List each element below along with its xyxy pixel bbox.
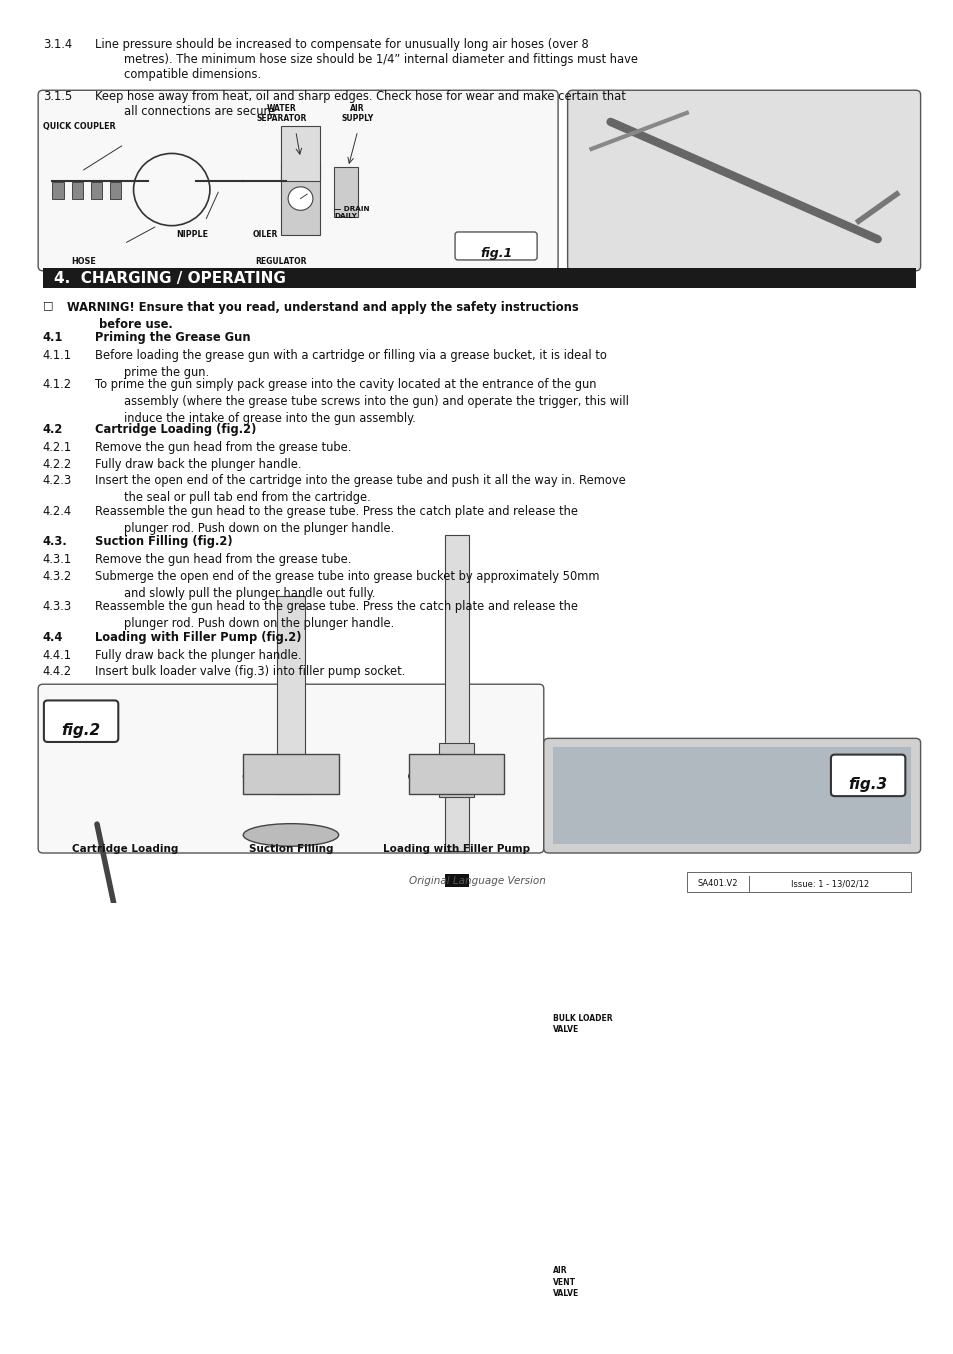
FancyBboxPatch shape: [543, 738, 920, 853]
Bar: [71, 183, 83, 199]
Text: Fully draw back the plunger handle.: Fully draw back the plunger handle.: [95, 458, 301, 471]
Text: Issue: 1 - 13/02/12: Issue: 1 - 13/02/12: [790, 879, 868, 888]
Text: Fully draw back the plunger handle.: Fully draw back the plunger handle.: [95, 649, 301, 662]
Circle shape: [112, 982, 159, 1028]
Bar: [52, 183, 64, 199]
Bar: [91, 183, 102, 199]
Bar: [408, 754, 503, 795]
Text: 4.2.4: 4.2.4: [43, 505, 72, 517]
Text: 4.1.2: 4.1.2: [43, 378, 72, 391]
Text: Line pressure should be increased to compensate for unusually long air hoses (ov: Line pressure should be increased to com…: [95, 38, 638, 81]
Text: 4.3.2: 4.3.2: [43, 570, 72, 582]
Text: QUICK COUPLER: QUICK COUPLER: [43, 122, 115, 131]
Text: — DRAIN
DAILY: — DRAIN DAILY: [334, 206, 369, 219]
Text: 4.3.1: 4.3.1: [43, 554, 72, 566]
Bar: [553, 747, 910, 844]
Text: Suction Filling (fig.2): Suction Filling (fig.2): [95, 535, 233, 548]
Text: Original Language Version: Original Language Version: [408, 876, 545, 886]
Text: □: □: [43, 301, 53, 310]
Text: 4.4.1: 4.4.1: [43, 649, 71, 662]
Bar: [334, 167, 357, 217]
FancyBboxPatch shape: [38, 684, 543, 853]
Bar: [444, 535, 468, 852]
Bar: [276, 1232, 305, 1248]
Text: BULK LOADER
VALVE: BULK LOADER VALVE: [553, 1014, 612, 1033]
Text: HOSE: HOSE: [71, 257, 96, 267]
Bar: [444, 873, 468, 887]
Text: Reassemble the gun head to the grease tube. Press the catch plate and release th: Reassemble the gun head to the grease tu…: [95, 505, 578, 535]
Text: 4.3.: 4.3.: [43, 535, 68, 548]
Text: 3.1.5: 3.1.5: [43, 91, 72, 103]
Text: OILER: OILER: [253, 230, 278, 240]
Bar: [243, 754, 338, 795]
Text: 4.4.2: 4.4.2: [43, 665, 72, 678]
Text: Before loading the grease gun with a cartridge or filling via a grease bucket, i: Before loading the grease gun with a car…: [95, 349, 607, 379]
Text: Insert bulk loader valve (fig.3) into filler pump socket.: Insert bulk loader valve (fig.3) into fi…: [95, 665, 405, 678]
Text: 4.3.3: 4.3.3: [43, 600, 72, 613]
Bar: [110, 183, 121, 199]
Text: NIPPLE: NIPPLE: [176, 230, 209, 240]
Text: AIR
SUPPLY: AIR SUPPLY: [341, 104, 374, 123]
Bar: [444, 946, 468, 960]
FancyBboxPatch shape: [38, 91, 558, 271]
Bar: [686, 872, 910, 892]
Bar: [43, 268, 915, 288]
Bar: [281, 162, 319, 234]
Circle shape: [288, 187, 313, 210]
Text: 4.2.3: 4.2.3: [43, 474, 72, 487]
Text: 4.1.1: 4.1.1: [43, 349, 71, 363]
Text: Keep hose away from heat, oil and sharp edges. Check hose for wear and make cert: Keep hose away from heat, oil and sharp …: [95, 91, 625, 118]
Text: 4.2: 4.2: [43, 424, 63, 436]
Bar: [281, 126, 319, 180]
Text: Submerge the open end of the grease tube into grease bucket by approximately 50m: Submerge the open end of the grease tube…: [95, 570, 599, 600]
Text: SA401.V2: SA401.V2: [697, 879, 737, 888]
Bar: [444, 1018, 468, 1032]
FancyBboxPatch shape: [455, 232, 537, 260]
Bar: [276, 596, 305, 795]
Text: Cartridge Loading (fig.2): Cartridge Loading (fig.2): [95, 424, 256, 436]
Text: Cartridge Loading: Cartridge Loading: [72, 844, 178, 854]
FancyBboxPatch shape: [830, 754, 904, 796]
Text: 4.1: 4.1: [43, 332, 63, 344]
Text: 4.4: 4.4: [43, 631, 63, 645]
Text: Priming the Grease Gun: Priming the Grease Gun: [95, 332, 251, 344]
Text: REGULATOR: REGULATOR: [255, 257, 307, 267]
Text: 3.1.4: 3.1.4: [43, 38, 72, 51]
Text: Remove the gun head from the grease tube.: Remove the gun head from the grease tube…: [95, 554, 352, 566]
Bar: [438, 743, 473, 798]
Text: To prime the gun simply pack grease into the cavity located at the entrance of t: To prime the gun simply pack grease into…: [95, 378, 629, 425]
Text: fig.1: fig.1: [479, 248, 512, 260]
Text: WARNING! Ensure that you read, understand and apply the safety instructions
    : WARNING! Ensure that you read, understan…: [67, 301, 578, 330]
Text: fig.3: fig.3: [847, 777, 887, 792]
FancyBboxPatch shape: [567, 91, 920, 271]
Text: Loading with Filler Pump (fig.2): Loading with Filler Pump (fig.2): [95, 631, 301, 645]
Text: fig.2: fig.2: [61, 723, 101, 738]
Text: Remove the gun head from the grease tube.: Remove the gun head from the grease tube…: [95, 441, 352, 455]
FancyBboxPatch shape: [44, 700, 118, 742]
Text: Reassemble the gun head to the grease tube. Press the catch plate and release th: Reassemble the gun head to the grease tu…: [95, 600, 578, 630]
Text: AIR
VENT
VALVE: AIR VENT VALVE: [553, 1266, 579, 1297]
Text: 4.  CHARGING / OPERATING: 4. CHARGING / OPERATING: [54, 271, 286, 287]
Ellipse shape: [243, 823, 338, 846]
Bar: [276, 1304, 305, 1320]
Text: Insert the open end of the cartridge into the grease tube and push it all the wa: Insert the open end of the cartridge int…: [95, 474, 625, 504]
Text: 4.2.1: 4.2.1: [43, 441, 72, 455]
Text: 4.2.2: 4.2.2: [43, 458, 72, 471]
Ellipse shape: [408, 765, 503, 788]
Text: WATER
SEPARATOR: WATER SEPARATOR: [256, 104, 306, 123]
Text: Suction Filling: Suction Filling: [249, 844, 333, 854]
Text: Loading with Filler Pump: Loading with Filler Pump: [382, 844, 529, 854]
Ellipse shape: [243, 765, 338, 788]
Circle shape: [267, 1009, 314, 1055]
